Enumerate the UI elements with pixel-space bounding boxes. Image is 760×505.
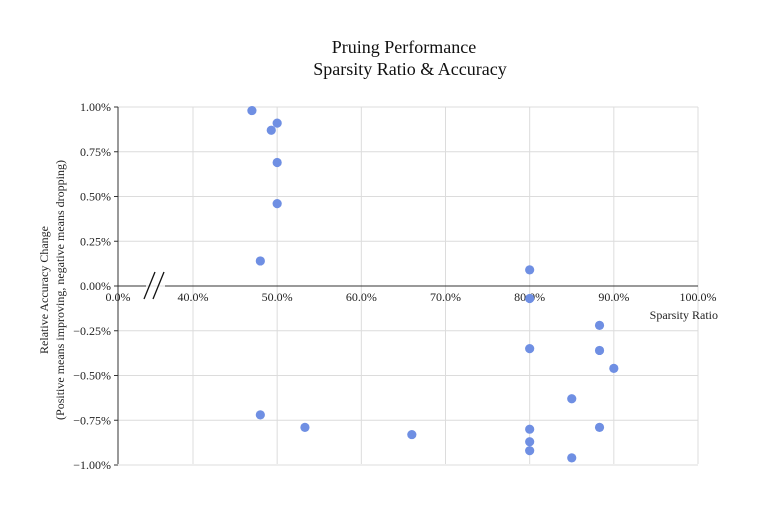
x-tick-label: 60.0% (346, 290, 377, 304)
y-tick-label: −0.50% (73, 369, 111, 383)
x-tick-label: 50.0% (262, 290, 293, 304)
data-point (266, 125, 276, 135)
chart-subtitle: Sparsity Ratio & Accuracy (313, 59, 506, 79)
x-ticks: 0.0%40.0%50.0%60.0%70.0%80.0%90.0%100.0% (106, 290, 717, 304)
axis-break-mark (152, 271, 165, 300)
y-tick-label: −0.25% (73, 324, 111, 338)
data-point (567, 394, 577, 404)
y-axis-label-main: Relative Accuracy Change (37, 226, 51, 354)
y-axis-label-sub: (Positive means improving, negative mean… (53, 160, 67, 420)
data-point (594, 422, 605, 433)
data-point (255, 256, 265, 266)
y-tick-label: 0.25% (80, 234, 111, 248)
y-ticks: 1.00% 0.75% 0.50% 0.25% 0.00% −0.25% −0.50% −0.… (73, 100, 118, 472)
data-point (594, 320, 605, 330)
data-point (525, 265, 535, 275)
data-point (272, 199, 282, 209)
data-point (567, 453, 577, 463)
x-tick-label: 90.0% (598, 290, 629, 304)
data-point (407, 429, 417, 440)
data-points (247, 105, 619, 463)
data-point (255, 410, 265, 420)
x-tick-label: 70.0% (430, 290, 461, 304)
y-tick-label: 1.00% (80, 100, 111, 114)
data-point (594, 345, 605, 356)
data-point (525, 437, 535, 447)
data-point (525, 344, 535, 354)
axes (117, 107, 698, 464)
data-point (525, 293, 535, 304)
data-point (525, 424, 535, 434)
data-point (300, 422, 310, 433)
data-point (272, 118, 282, 128)
y-tick-label: −0.75% (73, 413, 111, 427)
y-tick-label: 0.00% (80, 279, 111, 293)
data-point (525, 446, 535, 456)
x-axis-label: Sparsity Ratio (650, 308, 718, 322)
y-tick-label: 0.50% (80, 190, 111, 204)
data-point (247, 105, 257, 116)
y-tick-label: −1.00% (73, 458, 111, 472)
data-point (272, 157, 282, 168)
axis-break-mark (143, 271, 156, 300)
x-tick-label: 0.0% (106, 290, 131, 304)
y-axis-label: Relative Accuracy Change (Positive means… (37, 160, 67, 420)
chart-title: Pruing Performance (332, 37, 476, 57)
x-tick-label: 40.0% (178, 290, 209, 304)
data-point (609, 363, 619, 373)
x-tick-label: 100.0% (680, 290, 717, 304)
y-tick-label: 0.75% (80, 145, 111, 159)
